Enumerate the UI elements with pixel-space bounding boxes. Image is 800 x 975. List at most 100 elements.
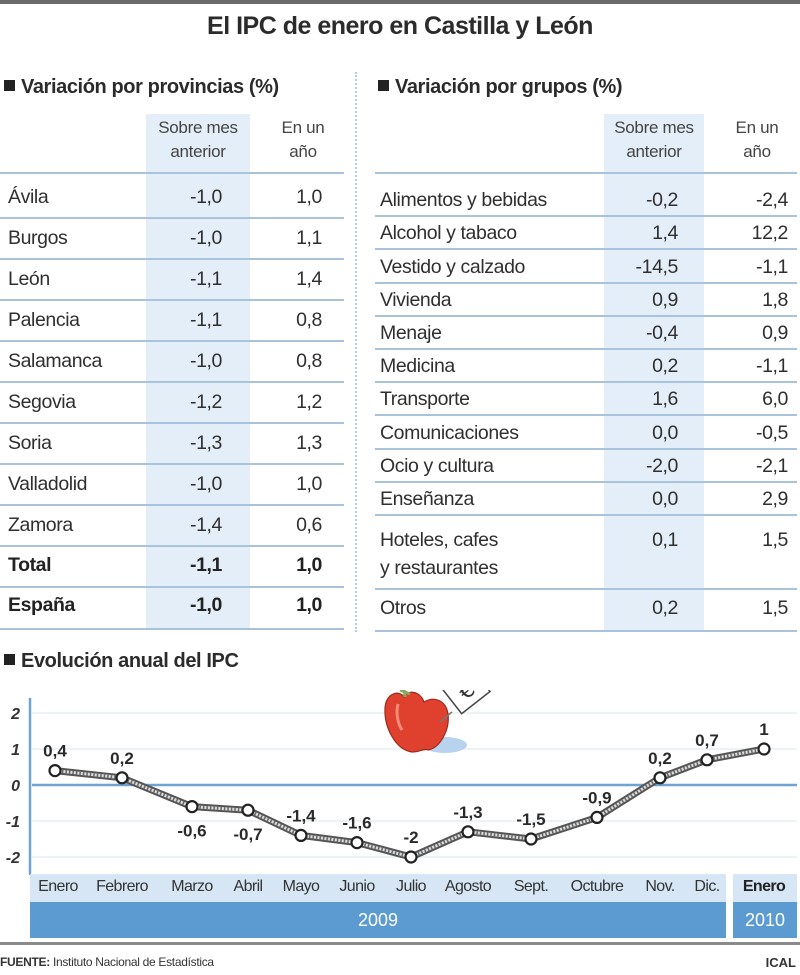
- grupo-mes-value: -0,4: [645, 322, 678, 344]
- grupo-name-line: y restaurantes: [380, 557, 498, 579]
- grupo-mes-value: -0,2: [645, 189, 678, 211]
- data-point: [757, 742, 771, 756]
- data-point: [185, 799, 199, 814]
- provincia-mes-value: -1,3: [189, 432, 222, 454]
- provincia-row: León -1,1 1,4: [0, 268, 340, 302]
- row-divider: [0, 545, 344, 547]
- grupo-mes-value: 0,0: [652, 422, 678, 444]
- data-label: 0,2: [110, 749, 134, 768]
- x-axis-label: Sept.: [513, 878, 549, 895]
- provincia-anio-value: 1,3: [296, 432, 322, 454]
- x-axis-label: Marzo: [171, 878, 213, 895]
- row-divider: [375, 381, 797, 383]
- provincia-mes-value: -1,0: [189, 227, 222, 249]
- row-divider: [375, 448, 797, 450]
- x-axis-label: Octubre: [570, 878, 624, 895]
- grupo-row: Ocio y cultura -2,0 -2,1: [372, 452, 798, 482]
- section-divider: [355, 72, 357, 632]
- row-divider: [0, 463, 344, 465]
- provincia-name: Valladolid: [8, 473, 88, 495]
- month-band-2010: [733, 874, 797, 902]
- provincia-row: Palencia -1,1 0,8: [0, 309, 340, 343]
- evolucion-heading-text: Evolución anual del IPC: [21, 650, 239, 672]
- provincia-name: Palencia: [8, 309, 80, 331]
- row-divider: [375, 630, 797, 632]
- provincia-name: España: [8, 594, 75, 616]
- provincia-anio-value: 1,1: [296, 227, 322, 249]
- data-point: [404, 850, 418, 864]
- provincias-col-header-mes: Sobre mes anterior: [140, 116, 256, 164]
- grupos-heading-text: Variación por grupos (%): [395, 76, 623, 98]
- row-divider: [0, 172, 344, 174]
- grupo-anio-value: 1,8: [762, 289, 788, 311]
- grupo-name: Alcohol y tabaco: [380, 219, 517, 247]
- provincia-name: Burgos: [8, 227, 68, 249]
- provincia-mes-value: -1,4: [189, 514, 222, 536]
- row-divider: [375, 481, 797, 483]
- grupo-mes-value: 1,6: [652, 388, 678, 410]
- row-divider: [375, 348, 797, 350]
- row-divider: [0, 217, 344, 219]
- grupo-anio-value: 0,9: [762, 322, 788, 344]
- provincia-mes-value: -1,0: [189, 186, 222, 208]
- provincias-heading: Variación por provincias (%): [4, 76, 279, 99]
- grupo-anio-value: -0,5: [755, 422, 788, 444]
- grupo-mes-value: 1,4: [652, 222, 678, 244]
- grupo-name: Transporte: [380, 385, 470, 413]
- row-divider: [0, 422, 344, 424]
- evolucion-heading: Evolución anual del IPC: [4, 650, 239, 673]
- provincia-name: Soria: [8, 432, 52, 454]
- grupo-row: Enseñanza 0,0 2,9: [372, 485, 798, 515]
- grupo-anio-value: 2,9: [762, 488, 788, 510]
- x-axis-label: Mayo: [282, 878, 320, 895]
- data-point: [294, 828, 308, 843]
- provincia-anio-value: 1,0: [296, 554, 322, 576]
- apple-euro-icon: €: [384, 690, 492, 753]
- data-point: [241, 803, 255, 817]
- provincia-name: Segovia: [8, 391, 76, 413]
- grupos-heading: Variación por grupos (%): [378, 76, 623, 99]
- row-divider: [0, 299, 344, 301]
- grupo-mes-value: 0,9: [652, 289, 678, 311]
- provincias-col-header-anio: En un año: [268, 116, 338, 164]
- bullet-square-icon: [4, 654, 15, 665]
- row-divider: [375, 248, 797, 250]
- grupo-mes-value: 0,2: [652, 355, 678, 377]
- provincia-row: Soria -1,3 1,3: [0, 432, 340, 466]
- x-axis-label: Abril: [233, 878, 263, 895]
- row-divider: [0, 586, 344, 588]
- year-band-2010: 2010: [733, 902, 797, 938]
- grupo-name-line: Menaje: [380, 322, 442, 344]
- grupo-row: Vivienda 0,9 1,8: [372, 286, 798, 316]
- y-axis-ticks: 2 1 0 -1 -2: [6, 706, 20, 867]
- bottom-rule: [0, 942, 800, 945]
- row-divider: [375, 282, 797, 284]
- grupo-row: Comunicaciones 0,0 -0,5: [372, 419, 798, 449]
- provincia-mes-value: -1,2: [189, 391, 222, 413]
- data-point: [461, 825, 475, 839]
- chart-series: 0,4 0,2 -0,6 -0,7 -1,4 -1,6 -2 -1,3 -1,5 -0,9 0,2 0…: [43, 720, 771, 864]
- y-tick-label: 1: [11, 742, 20, 759]
- data-label: -1,6: [342, 814, 371, 833]
- grupo-mes-value: 0,1: [652, 529, 678, 551]
- provincia-anio-value: 1,2: [296, 391, 322, 413]
- source-footer: FUENTE: Instituto Nacional de Estadístic…: [0, 955, 214, 969]
- data-point: [700, 753, 714, 767]
- grupo-anio-value: -1,1: [755, 355, 788, 377]
- row-divider: [375, 215, 797, 217]
- data-point: [653, 771, 667, 785]
- row-divider: [375, 588, 797, 590]
- month-band-2009: [30, 874, 726, 902]
- x-axis-label: Julio: [396, 878, 427, 895]
- provincia-row: España -1,0 1,0: [0, 594, 340, 628]
- grupo-mes-value: 0,0: [652, 488, 678, 510]
- provincia-anio-value: 0,8: [296, 309, 322, 331]
- grupo-name-line: Otros: [380, 597, 426, 619]
- grupo-anio-value: 6,0: [762, 388, 788, 410]
- grupo-row: Alimentos y bebidas -0,2 -2,4: [372, 186, 798, 216]
- data-label: 0,4: [43, 742, 67, 761]
- x-axis-label: Junio: [339, 878, 375, 895]
- y-tick-label: -2: [6, 850, 20, 867]
- grupo-anio-value: -2,4: [755, 189, 788, 211]
- grupo-name-line: Vivienda: [380, 289, 452, 311]
